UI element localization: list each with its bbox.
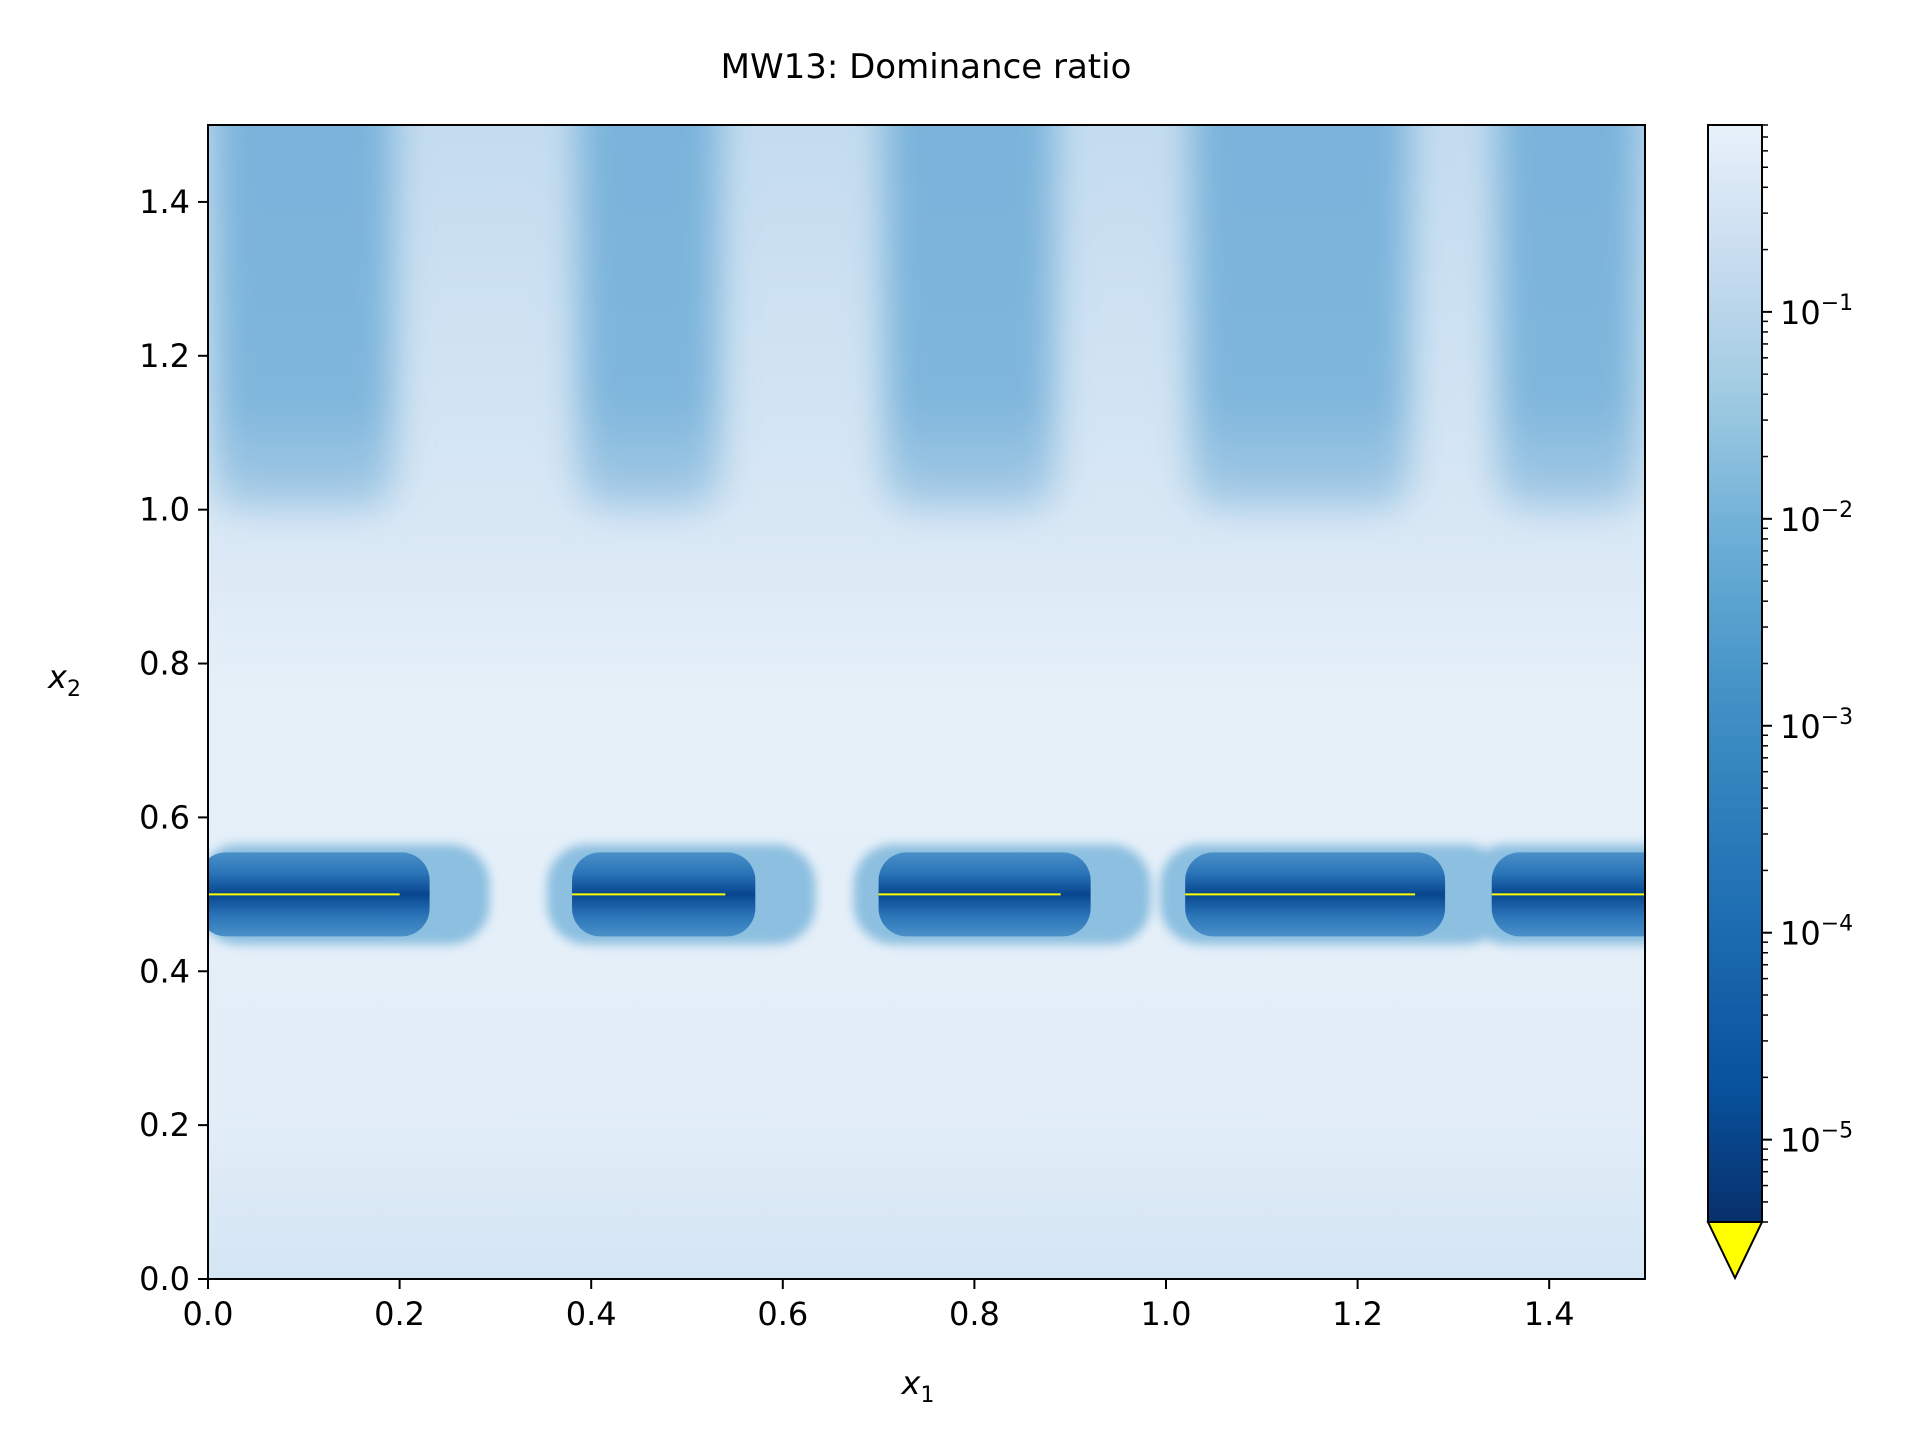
colorbar-tick-label: 10−5 [1780, 1119, 1853, 1160]
x-tick-label: 1.0 [1141, 1295, 1192, 1333]
y-tick-label: 0.2 [139, 1106, 190, 1144]
y-axis-label: x2 [47, 658, 81, 702]
upper-column-2 [884, 125, 1055, 510]
y-tick-label: 0.0 [139, 1260, 190, 1298]
x-tick-label: 0.8 [949, 1295, 1000, 1333]
x-axis-label: x1 [901, 1364, 935, 1408]
y-axis-ticks: 0.0 0.2 0.4 0.6 0.8 1.0 1.2 1.4 [139, 183, 208, 1298]
colorbar-gradient [1708, 125, 1762, 1222]
y-axis-label-subscript: 2 [67, 677, 81, 702]
y-tick-label: 0.8 [139, 645, 190, 683]
x-tick-label: 0.4 [566, 1295, 617, 1333]
x-tick-label: 1.4 [1524, 1295, 1575, 1333]
colorbar: 10−1 10−2 10−3 10−4 10−5 [1706, 124, 1853, 1281]
upper-column-1 [578, 125, 720, 510]
heatmap-area [208, 125, 1645, 1279]
upper-column-3 [1191, 125, 1410, 510]
y-tick-label: 0.6 [139, 798, 190, 836]
chart-title: MW13: Dominance ratio [721, 47, 1132, 87]
colorbar-under-extension [1706, 1221, 1764, 1281]
y-tick-label: 1.2 [139, 337, 190, 375]
upper-columns [214, 125, 1639, 510]
y-tick-label: 1.4 [139, 183, 190, 221]
x-tick-label: 1.2 [1332, 1295, 1383, 1333]
y-tick-label: 1.0 [139, 491, 190, 529]
x-tick-label: 0.0 [183, 1295, 234, 1333]
colorbar-tick-label: 10−4 [1780, 912, 1853, 953]
colorbar-frame [1707, 124, 1763, 1223]
colorbar-ticks: 10−1 10−2 10−3 10−4 10−5 [1762, 124, 1853, 1223]
upper-column-0 [214, 125, 394, 510]
plot-frame [207, 124, 1646, 1280]
colorbar-tick-label: 10−2 [1780, 498, 1853, 539]
x-tick-label: 0.2 [374, 1295, 425, 1333]
y-tick-label: 0.4 [139, 952, 190, 990]
x-axis-ticks: 0.0 0.2 0.4 0.6 0.8 1.0 1.2 1.4 [183, 1279, 1575, 1333]
colorbar-tick-label: 10−3 [1780, 705, 1853, 746]
colorbar-tick-label: 10−1 [1780, 291, 1853, 332]
x-tick-label: 0.6 [757, 1295, 808, 1333]
x-axis-label-subscript: 1 [920, 1383, 934, 1408]
upper-column-4 [1497, 125, 1639, 510]
